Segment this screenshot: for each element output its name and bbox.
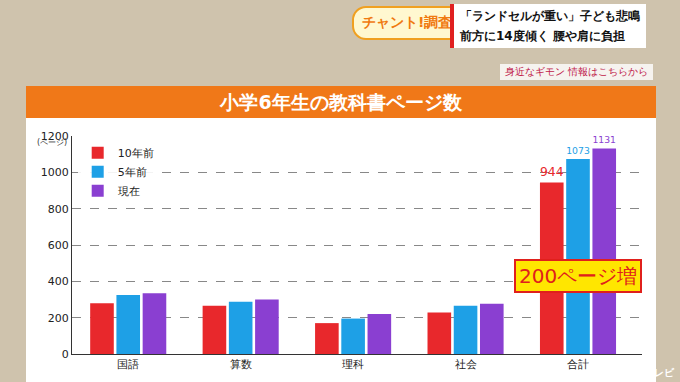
html-text:身近なギモン 情報はこちらから: 身近なギモン 情報はこちらから <box>505 66 649 77</box>
svg-text:944: 944 <box>540 165 564 179</box>
svg-text:0: 0 <box>62 348 69 361</box>
svg-text:(ページ): (ページ) <box>37 138 67 147</box>
svg-text:国語: 国語 <box>117 358 139 371</box>
html-text:チャント!調査隊: チャント!調査隊 <box>362 14 467 30</box>
svg-text:合計: 合計 <box>567 358 589 371</box>
svg-text:1200: 1200 <box>41 130 69 143</box>
html-text:小学6年生の教科書ページ数: 小学6年生の教科書ページ数 <box>220 91 462 113</box>
svg-text:5年前: 5年前 <box>118 166 147 179</box>
svg-text:1131: 1131 <box>592 134 616 145</box>
svg-text:400: 400 <box>48 275 69 288</box>
html-text:CBCテレビ: CBCテレビ <box>621 367 674 378</box>
svg-text:現在: 現在 <box>118 185 140 198</box>
svg-text:社会: 社会 <box>455 358 477 371</box>
svg-text:1000: 1000 <box>41 166 69 179</box>
svg-text:算数: 算数 <box>230 358 252 371</box>
svg-text:200: 200 <box>48 312 69 325</box>
svg-text:600: 600 <box>48 239 69 252</box>
svg-text:10年前: 10年前 <box>118 147 154 160</box>
svg-text:理科: 理科 <box>342 358 364 371</box>
svg-text:200ページ増: 200ページ増 <box>519 264 637 288</box>
svg-text:800: 800 <box>48 203 69 216</box>
html-text:「ランドセルが重い」子ども悲鳴: 「ランドセルが重い」子ども悲鳴 <box>460 9 640 23</box>
svg-text:1073: 1073 <box>566 145 590 156</box>
html-text:前方に14度傾く 腰や肩に負担: 前方に14度傾く 腰や肩に負担 <box>460 29 625 43</box>
